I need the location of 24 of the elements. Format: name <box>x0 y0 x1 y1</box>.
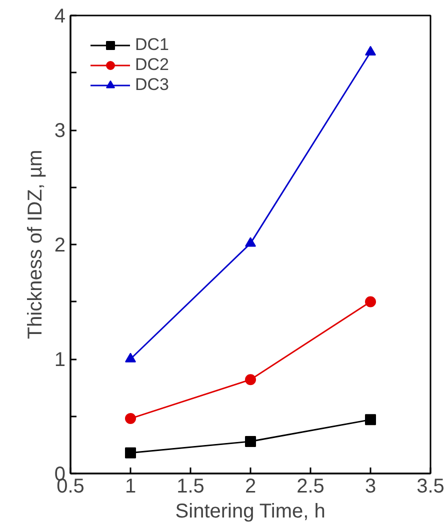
point <box>365 414 376 426</box>
x-tick-label: 2.5 <box>296 476 324 498</box>
y-tick-label: 2 <box>54 234 66 256</box>
point <box>125 447 136 458</box>
y-tick-label: 3 <box>54 120 66 142</box>
x-tick-label: 3 <box>364 476 376 498</box>
point <box>365 46 376 56</box>
x-tick-label: 2 <box>244 476 256 498</box>
point <box>245 436 256 447</box>
y-axis-title: Thickness of IDZ, µm <box>24 150 46 340</box>
point <box>365 296 376 308</box>
x-tick-label: 3.5 <box>416 476 444 498</box>
point <box>125 352 136 362</box>
x-tick-label: 1 <box>124 476 136 498</box>
y-tick-label: 4 <box>54 6 66 28</box>
legend-label: DC3 <box>135 75 170 95</box>
legend-label: DC2 <box>135 55 170 75</box>
y-tick-label: 1 <box>54 349 66 371</box>
x-tick-label: 1.5 <box>176 476 204 498</box>
point <box>125 413 136 424</box>
point <box>245 374 256 386</box>
point <box>245 237 256 247</box>
x-axis-title: Sintering Time, h <box>175 500 326 522</box>
legend-label: DC1 <box>135 35 170 55</box>
